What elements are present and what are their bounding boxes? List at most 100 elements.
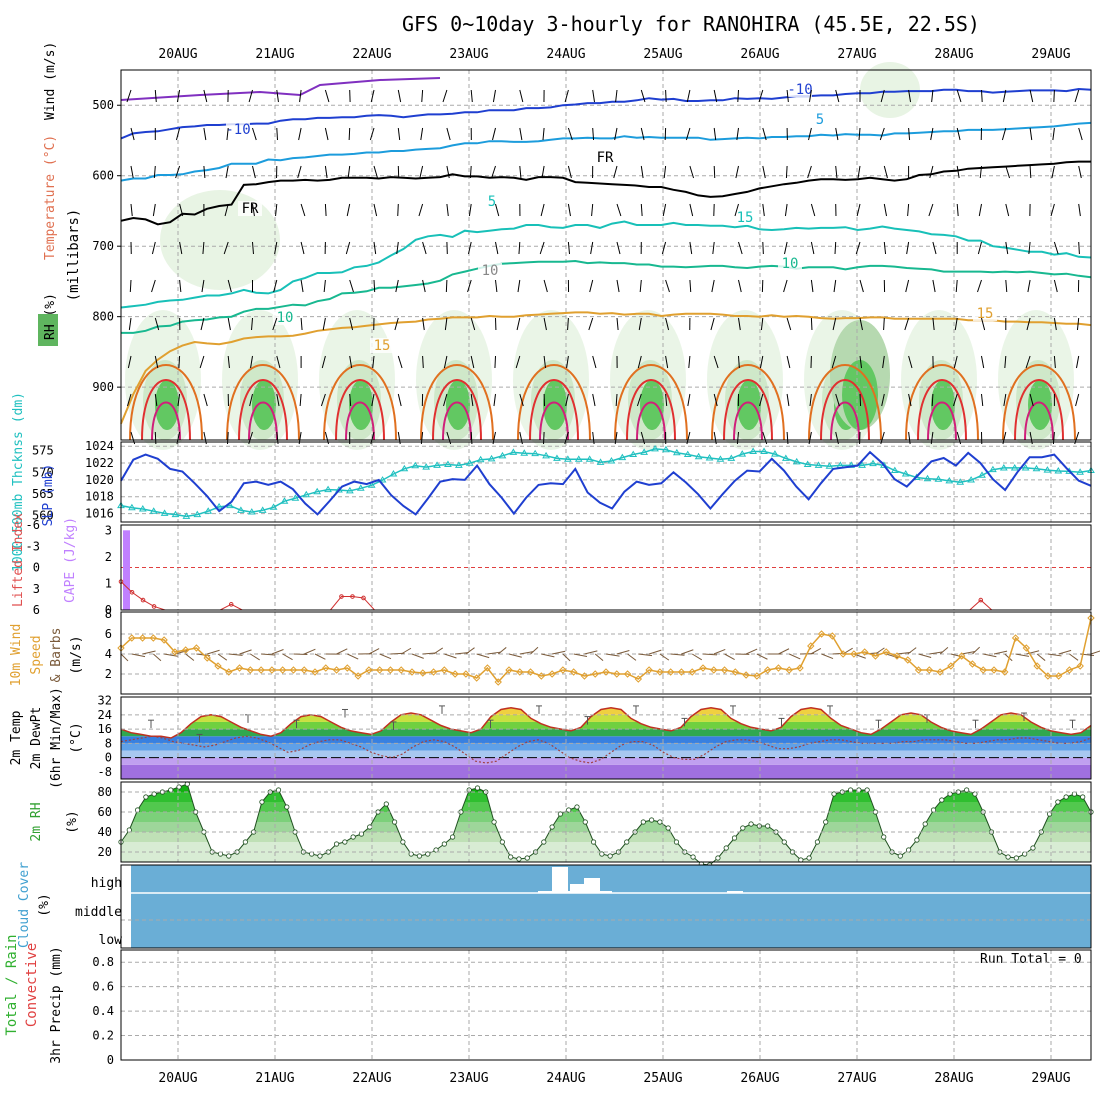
page-title: GFS 0~10day 3-hourly for RANOHIRA (45.5E… — [402, 12, 980, 36]
wind-speed-point — [537, 672, 546, 680]
wind-barb — [455, 651, 469, 655]
rh-point — [590, 839, 597, 845]
label-bg — [593, 150, 617, 165]
wind-barb — [858, 127, 861, 141]
thickness-point — [563, 455, 572, 462]
wind-barb — [225, 165, 229, 179]
rh-point — [740, 825, 746, 831]
thickness-point — [890, 466, 899, 474]
wind-barb — [665, 393, 668, 407]
wind-barb — [400, 647, 412, 655]
wind-barb — [470, 355, 475, 369]
wind-barb — [248, 89, 253, 103]
wind-barb — [662, 203, 667, 217]
wind-speed-point — [278, 666, 287, 674]
rh-point — [640, 819, 646, 825]
wind-barb — [835, 165, 838, 179]
wind-barb — [276, 355, 281, 369]
rh-point — [731, 835, 738, 841]
wind-barb — [810, 317, 813, 331]
wind-barb — [465, 647, 475, 655]
wind-barb — [397, 393, 402, 407]
wind-barb — [1053, 89, 1055, 103]
wind-barb — [164, 653, 178, 657]
rh-point — [665, 825, 671, 831]
warm-contour — [539, 401, 569, 441]
contour-label: FR — [242, 201, 259, 217]
wind-barb — [370, 89, 375, 103]
wind-barb — [397, 127, 401, 141]
wind-barb — [422, 241, 427, 255]
wind-barb — [896, 651, 911, 655]
wind-barb — [952, 393, 958, 407]
wind-barb — [686, 89, 691, 103]
wind-barb — [542, 127, 545, 141]
wind-barb — [592, 393, 596, 407]
wind-barb — [1078, 165, 1082, 179]
rh-point — [151, 791, 157, 797]
wind-barb — [127, 393, 132, 407]
wind-barb — [373, 203, 378, 217]
rh-frame — [120, 781, 1092, 863]
wind-barb — [421, 89, 424, 103]
wind-barb — [323, 279, 326, 293]
wind-barb — [227, 279, 232, 293]
wind-barb — [543, 279, 548, 293]
freezing-level-line — [120, 160, 1091, 226]
wind-barb — [176, 89, 181, 103]
wind-speed-point — [483, 664, 492, 672]
rh-point — [441, 841, 447, 847]
contour-label: 15 — [737, 210, 754, 226]
wind-barb — [368, 648, 380, 655]
rh-shade — [349, 380, 373, 430]
wind-barb — [516, 317, 521, 331]
wind-barb — [711, 279, 715, 293]
wind-barb — [1005, 279, 1008, 293]
y-axis-label: (m/s) — [69, 635, 84, 674]
wind-speed-point — [429, 668, 438, 676]
wind-speed-point — [462, 670, 470, 678]
contour-label: 10 — [277, 310, 294, 326]
wind-speed-point — [893, 652, 901, 660]
wind-barb — [932, 279, 936, 293]
wind-speed-point — [666, 668, 675, 676]
rh-point — [599, 851, 605, 857]
warm-contour — [830, 401, 860, 441]
y-tick-right: 0 — [105, 603, 112, 617]
precip-frame — [120, 949, 1092, 1061]
wind-barb — [784, 241, 788, 255]
wind-barb — [250, 653, 260, 661]
thickness-point — [901, 470, 910, 477]
thickness-point — [618, 453, 627, 461]
wind-barb — [685, 127, 691, 141]
wind-speed-point — [914, 666, 923, 674]
wind-barb — [566, 355, 569, 369]
rh-point — [1013, 855, 1019, 861]
label-bg — [370, 338, 394, 353]
warm-contour — [711, 364, 785, 441]
wind-speed-point — [505, 666, 513, 674]
warm-contour — [432, 379, 482, 441]
wind-speed-point — [526, 668, 535, 676]
x-tick-bottom: 24AUG — [546, 1071, 585, 1086]
y-tick: 800 — [92, 310, 114, 324]
x-tick-top: 29AUG — [1031, 47, 1070, 62]
warm-contour — [733, 401, 763, 441]
thickness-point — [760, 447, 768, 455]
y-axis-label: 10m Wind — [9, 624, 24, 687]
cloud-panel — [121, 865, 1091, 948]
wind-barb — [786, 317, 792, 331]
wind-barb — [1053, 355, 1056, 369]
wind-barb — [640, 165, 644, 179]
wind-barb — [956, 203, 959, 217]
y-axis-label: (%) — [65, 810, 80, 833]
wind-speed-line — [120, 617, 1092, 684]
wind-speed-point — [365, 666, 373, 674]
rh-point — [474, 785, 481, 791]
wind-barb — [185, 653, 195, 661]
wind-speed-point — [322, 664, 330, 672]
wind-barb — [494, 355, 496, 369]
wind-barb — [928, 203, 934, 217]
rh-point — [648, 817, 655, 823]
wind-barb — [272, 317, 278, 331]
